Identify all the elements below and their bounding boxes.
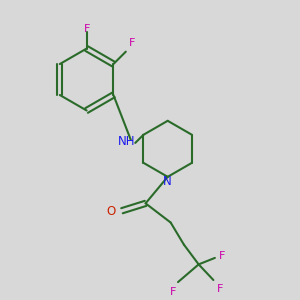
Text: O: O [107, 205, 116, 218]
Text: F: F [83, 23, 90, 34]
Text: NH: NH [118, 135, 135, 148]
Text: F: F [219, 251, 226, 261]
Text: F: F [129, 38, 135, 48]
Text: N: N [163, 175, 172, 188]
Text: F: F [169, 286, 176, 296]
Text: F: F [217, 284, 223, 294]
